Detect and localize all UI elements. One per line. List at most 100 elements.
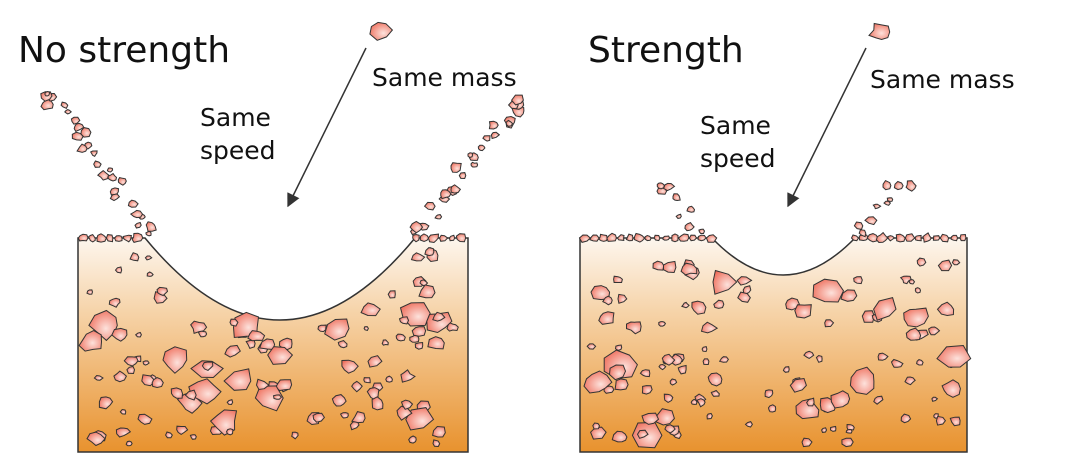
rock: [744, 421, 753, 428]
rock: [905, 180, 917, 192]
rock: [176, 425, 189, 436]
rock: [363, 326, 369, 331]
rock: [718, 356, 730, 363]
rock: [840, 289, 858, 302]
rock: [122, 234, 132, 243]
rock: [806, 397, 815, 407]
rock: [959, 233, 967, 242]
rock: [477, 144, 486, 152]
rock: [427, 233, 440, 244]
rock: [70, 116, 81, 125]
rock: [434, 214, 443, 220]
rock: [663, 393, 674, 403]
rock: [688, 234, 698, 242]
rock: [448, 234, 456, 242]
rock: [829, 425, 837, 432]
rock: [86, 289, 94, 295]
rock: [351, 380, 363, 393]
rock: [450, 162, 462, 173]
rock: [126, 365, 136, 375]
rock: [658, 363, 667, 371]
rock: [106, 167, 114, 173]
rock: [254, 385, 284, 412]
rock: [223, 368, 252, 391]
rock: [96, 233, 107, 243]
rock: [672, 193, 681, 202]
rock: [664, 424, 676, 434]
rock: [675, 213, 682, 219]
rock: [931, 396, 939, 402]
rock: [131, 232, 144, 243]
rock: [60, 101, 69, 109]
rock: [603, 385, 615, 394]
rock: [312, 412, 326, 423]
rock: [73, 122, 85, 133]
rock: [351, 411, 366, 424]
rock: [146, 271, 154, 277]
rock: [488, 120, 499, 130]
rock: [387, 290, 396, 299]
rock: [872, 203, 882, 210]
rock: [613, 275, 623, 283]
rock: [858, 233, 869, 242]
rock: [590, 426, 607, 440]
rock: [400, 369, 416, 383]
rock: [939, 233, 950, 243]
rock: [586, 343, 597, 350]
rock: [900, 413, 912, 424]
rock: [830, 390, 851, 409]
rock: [482, 135, 491, 142]
rock: [662, 235, 671, 241]
rock: [385, 375, 393, 383]
rock: [803, 350, 815, 359]
rock: [114, 235, 123, 242]
rock: [914, 287, 922, 294]
rock: [644, 234, 652, 242]
rock: [78, 330, 103, 352]
rock: [278, 337, 293, 351]
rock: [467, 152, 474, 159]
rock: [341, 359, 359, 374]
rock: [598, 233, 608, 242]
rock: [701, 346, 708, 353]
rock: [439, 234, 449, 242]
rock: [824, 319, 835, 328]
rock: [949, 416, 961, 427]
rock: [815, 354, 823, 363]
rock: [64, 109, 72, 115]
rock: [424, 247, 435, 257]
rock: [710, 389, 720, 397]
rock: [841, 437, 854, 448]
rock: [589, 234, 600, 242]
rock: [680, 262, 698, 276]
rock: [119, 408, 127, 415]
rock: [950, 234, 959, 242]
rock: [247, 330, 266, 342]
rock: [845, 428, 853, 434]
rock: [275, 379, 293, 392]
rock: [405, 407, 435, 431]
rock: [853, 276, 863, 285]
rock: [458, 172, 467, 180]
rock: [641, 385, 653, 395]
rock: [419, 233, 430, 243]
rock: [96, 169, 110, 181]
rock: [864, 216, 878, 226]
rock: [371, 396, 384, 411]
rock: [423, 201, 436, 211]
rock: [331, 394, 347, 407]
rock: [882, 179, 892, 191]
rock: [866, 233, 879, 243]
rock: [633, 232, 646, 243]
rock: [93, 374, 104, 381]
rock: [114, 266, 123, 274]
rock: [639, 369, 651, 378]
rock: [77, 233, 89, 242]
rock: [414, 341, 424, 350]
rock: [614, 344, 623, 351]
rock: [616, 234, 625, 241]
rock: [446, 321, 459, 332]
rock: [127, 199, 139, 208]
panel-title: Strength: [588, 30, 744, 71]
